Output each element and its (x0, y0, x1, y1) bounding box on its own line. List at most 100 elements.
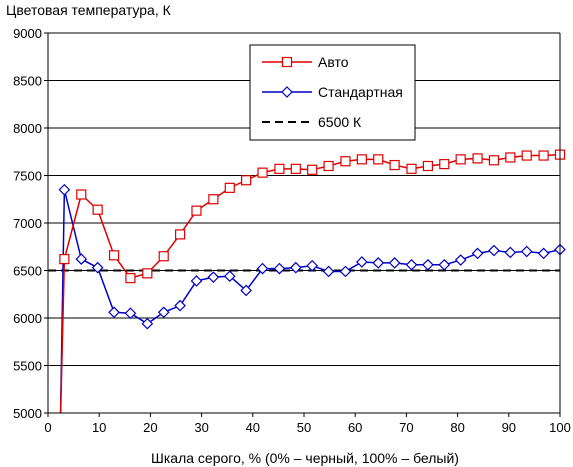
data-point-diamond (190, 275, 203, 287)
data-point-square (505, 152, 516, 163)
data-point-diamond (207, 271, 220, 283)
x-tick-label: 20 (143, 420, 157, 435)
data-point-square (224, 182, 235, 193)
x-tick-label: 10 (92, 420, 106, 435)
data-point-square (521, 150, 532, 161)
data-point-diamond (339, 265, 352, 278)
legend: Авто Стандартная 6500 К (249, 44, 416, 141)
data-point-diamond (174, 299, 186, 312)
legend-label: 6500 К (318, 114, 362, 130)
data-point-diamond (372, 257, 385, 269)
data-point-square (389, 159, 400, 171)
legend-label: Авто (318, 54, 349, 70)
legend-label: Стандартная (318, 84, 403, 100)
data-point-diamond (289, 261, 302, 274)
data-point-square (307, 164, 318, 175)
data-point-square (59, 254, 70, 265)
data-point-diamond (471, 247, 484, 260)
data-point-square (406, 163, 417, 174)
x-tick-label: 50 (297, 420, 311, 435)
data-point-square (76, 189, 87, 200)
data-point-diamond (422, 258, 434, 271)
x-tick-label: 70 (399, 420, 413, 435)
data-point-diamond (58, 183, 71, 196)
data-point-square (142, 268, 153, 279)
series-0 (59, 149, 566, 413)
y-tick-label: 7000 (13, 216, 42, 231)
x-tick-label: 80 (450, 420, 464, 435)
data-point-square (241, 175, 252, 186)
data-point-diamond (91, 261, 104, 274)
data-point-square (538, 150, 549, 161)
y-tick-label: 5500 (13, 359, 42, 374)
series-1 (58, 183, 566, 413)
data-point-diamond (223, 270, 236, 283)
data-point-diamond (488, 244, 500, 257)
data-point-square (472, 153, 483, 164)
data-point-diamond (141, 317, 154, 330)
data-point-square (257, 167, 268, 178)
y-tick-label: 6500 (13, 264, 42, 279)
y-tick-label: 9000 (13, 26, 42, 41)
data-point-square (174, 229, 186, 240)
data-point-square (191, 205, 202, 216)
tick-labels: 0 10 20 30 40 50 60 70 80 90 100 5000 5500 6000 6500 70… (13, 26, 571, 435)
y-tick-label: 6000 (13, 311, 42, 326)
data-point-square (488, 155, 500, 166)
data-point-square (274, 163, 285, 174)
y-tick-label: 5000 (13, 406, 42, 421)
x-axis-title: Шкала серого, % (0% – черный, 100% – бел… (151, 450, 459, 466)
y-tick-label: 8500 (13, 74, 42, 89)
y-axis-title: Цветовая температура, К (6, 2, 172, 18)
data-point-square (340, 156, 351, 167)
data-point-diamond (75, 253, 88, 265)
data-point-diamond (454, 254, 467, 266)
data-point-square (290, 163, 301, 174)
x-tick-label: 90 (502, 420, 516, 435)
data-point-diamond (240, 284, 252, 297)
data-point-square (373, 154, 384, 165)
data-point-diamond (388, 257, 401, 269)
data-point-diamond (438, 258, 451, 271)
data-point-diamond (306, 259, 319, 272)
x-tick-label: 100 (549, 420, 571, 435)
data-point-square (439, 159, 450, 170)
legend-item: Авто (262, 54, 349, 70)
series-line (59, 189, 560, 413)
data-point-diamond (281, 86, 293, 98)
data-point-square (158, 251, 169, 262)
data-point-diamond (256, 262, 269, 275)
legend-item: Стандартная (262, 84, 403, 100)
x-tick-label: 30 (194, 420, 208, 435)
data-point-diamond (124, 307, 137, 320)
data-point-square (92, 204, 103, 215)
data-point-square (281, 56, 293, 68)
x-tick-label: 60 (348, 420, 362, 435)
data-point-square (455, 154, 466, 165)
data-point-square (208, 194, 219, 205)
data-point-diamond (273, 262, 286, 275)
data-point-diamond (520, 245, 533, 258)
data-point-diamond (157, 306, 170, 319)
series-layer (48, 149, 566, 413)
data-point-diamond (108, 306, 120, 319)
x-tick-label: 40 (246, 420, 260, 435)
data-point-diamond (537, 247, 550, 260)
data-point-square (323, 160, 334, 172)
axes (44, 32, 561, 417)
x-tick-label: 0 (44, 420, 51, 435)
data-point-square (422, 160, 434, 172)
data-point-diamond (356, 256, 368, 268)
data-point-diamond (322, 265, 335, 278)
data-point-square (356, 154, 367, 165)
data-point-diamond (405, 258, 418, 271)
series-line (59, 153, 560, 413)
data-point-square (108, 250, 120, 261)
y-tick-label: 8000 (13, 121, 42, 136)
legend-items: Авто Стандартная 6500 К (262, 54, 403, 130)
legend-item: 6500 К (262, 114, 362, 130)
data-point-square (125, 273, 136, 284)
data-point-diamond (504, 246, 517, 259)
y-tick-label: 7500 (13, 169, 42, 184)
